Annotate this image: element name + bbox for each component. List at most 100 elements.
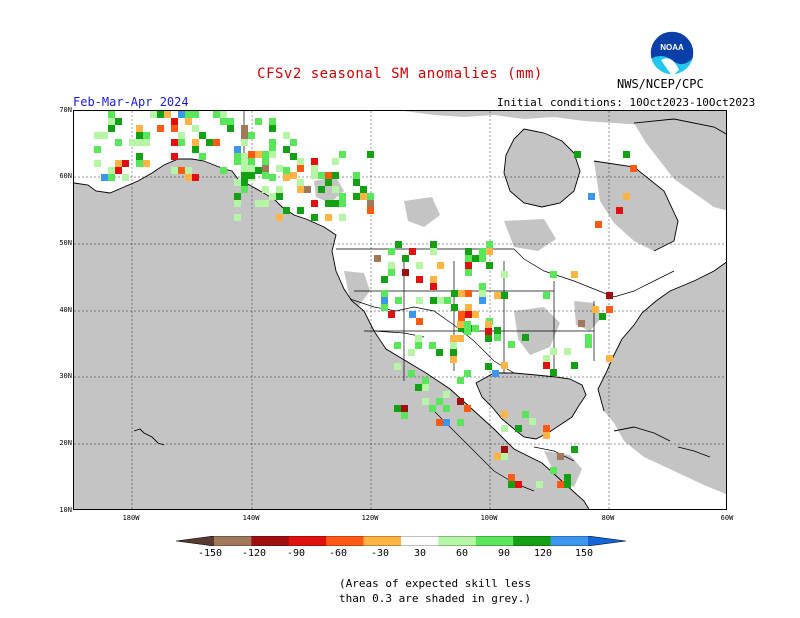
- anomaly-cell: [465, 304, 472, 311]
- anomaly-cell: [479, 283, 486, 290]
- anomaly-cell: [557, 453, 564, 460]
- colorbar-label: -150: [197, 548, 223, 559]
- colorbar-swatch: [288, 536, 327, 546]
- anomaly-cell: [241, 179, 248, 186]
- anomaly-cell: [157, 111, 164, 118]
- anomaly-cell: [416, 262, 423, 269]
- lon-label-80w: 80W: [601, 514, 615, 522]
- anomaly-cell: [450, 342, 457, 349]
- anomaly-cell: [422, 377, 429, 384]
- anomaly-cell: [269, 146, 276, 153]
- anomaly-cell: [353, 179, 360, 186]
- anomaly-cell: [262, 186, 269, 193]
- colorbar-arrow-low: [176, 536, 214, 546]
- anomaly-cell: [325, 200, 332, 207]
- colorbar: [176, 536, 626, 546]
- anomaly-cell: [595, 221, 602, 228]
- anomaly-cell: [192, 174, 199, 181]
- anomaly-cell: [283, 146, 290, 153]
- colorbar-swatch: [326, 536, 365, 546]
- anomaly-cell: [486, 262, 493, 269]
- anomaly-cell: [550, 348, 557, 355]
- anomaly-cell: [136, 132, 143, 139]
- anomaly-cell: [199, 153, 206, 160]
- anomaly-cell: [171, 125, 178, 132]
- anomaly-cell: [630, 165, 637, 172]
- lat-label-70n: 70N: [59, 106, 72, 114]
- anomaly-cell: [450, 356, 457, 363]
- anomaly-cell: [283, 167, 290, 174]
- anomaly-cell: [457, 419, 464, 426]
- anomaly-cell: [409, 311, 416, 318]
- anomaly-cell: [457, 398, 464, 405]
- anomaly-cell: [436, 349, 443, 356]
- anomaly-cell: [494, 327, 501, 334]
- anomaly-cell: [529, 418, 536, 425]
- anomaly-cell: [458, 311, 465, 318]
- anomaly-cell: [234, 214, 241, 221]
- anomaly-cell: [234, 193, 241, 200]
- anomaly-cell: [269, 139, 276, 146]
- anomaly-cell: [248, 132, 255, 139]
- anomaly-cell: [164, 111, 171, 118]
- anomaly-cell: [550, 467, 557, 474]
- anomaly-cell: [508, 481, 515, 488]
- anomaly-cell: [422, 384, 429, 391]
- anomaly-cell: [311, 165, 318, 172]
- anomaly-cell: [311, 172, 318, 179]
- skill-note-line: (Areas of expected skill less: [338, 577, 532, 590]
- anomaly-cell: [269, 125, 276, 132]
- anomaly-cell: [571, 362, 578, 369]
- anomaly-cell: [492, 370, 499, 377]
- anomaly-cell: [136, 125, 143, 132]
- anomaly-cell: [332, 186, 339, 193]
- anomaly-cell: [501, 453, 508, 460]
- anomaly-cell: [571, 446, 578, 453]
- anomaly-cell: [367, 200, 374, 207]
- anomaly-cell: [241, 139, 248, 146]
- anomaly-cell: [557, 481, 564, 488]
- colorbar-swatch: [251, 536, 290, 546]
- anomaly-cell: [136, 153, 143, 160]
- anomaly-cell: [227, 125, 234, 132]
- anomaly-cell: [464, 321, 471, 328]
- anomaly-cell: [185, 118, 192, 125]
- anomaly-cell: [550, 271, 557, 278]
- grid-lines: [74, 111, 726, 509]
- anomaly-cell: [394, 405, 401, 412]
- anomaly-cell: [192, 139, 199, 146]
- anomaly-cell: [443, 405, 450, 412]
- anomaly-cell: [290, 139, 297, 146]
- anomaly-cell: [395, 241, 402, 248]
- anomaly-cell: [276, 165, 283, 172]
- anomaly-cell: [394, 363, 401, 370]
- anomaly-cell: [248, 172, 255, 179]
- initial-conditions: Initial conditions: 10Oct2023-10Oct2023: [497, 96, 756, 109]
- anomaly-cell: [234, 179, 241, 186]
- lon-label-120w: 120W: [361, 514, 379, 522]
- anomaly-cell: [178, 139, 185, 146]
- anomaly-cell: [297, 158, 304, 165]
- anomaly-cell: [276, 214, 283, 221]
- map-canvas: [74, 111, 726, 509]
- anomaly-cell: [311, 214, 318, 221]
- colorbar-label: -60: [328, 548, 348, 559]
- anomaly-cell: [443, 391, 450, 398]
- anomaly-cell: [479, 248, 486, 255]
- anomaly-cell: [94, 160, 101, 167]
- anomaly-cell: [143, 139, 150, 146]
- anomaly-cell: [122, 160, 129, 167]
- anomaly-cell: [248, 158, 255, 165]
- anomaly-cell: [178, 132, 185, 139]
- colorbar-label: 30: [413, 548, 427, 559]
- anomaly-cell: [501, 362, 508, 369]
- anomaly-cell: [436, 398, 443, 405]
- anomaly-cell: [367, 207, 374, 214]
- colorbar-label: 90: [497, 548, 511, 559]
- anomaly-cell: [388, 269, 395, 276]
- anomaly-cell: [304, 186, 311, 193]
- lon-label-60w: 60W: [720, 514, 734, 522]
- anomaly-cell: [255, 151, 262, 158]
- anomaly-cell: [574, 151, 581, 158]
- anomaly-cell: [402, 255, 409, 262]
